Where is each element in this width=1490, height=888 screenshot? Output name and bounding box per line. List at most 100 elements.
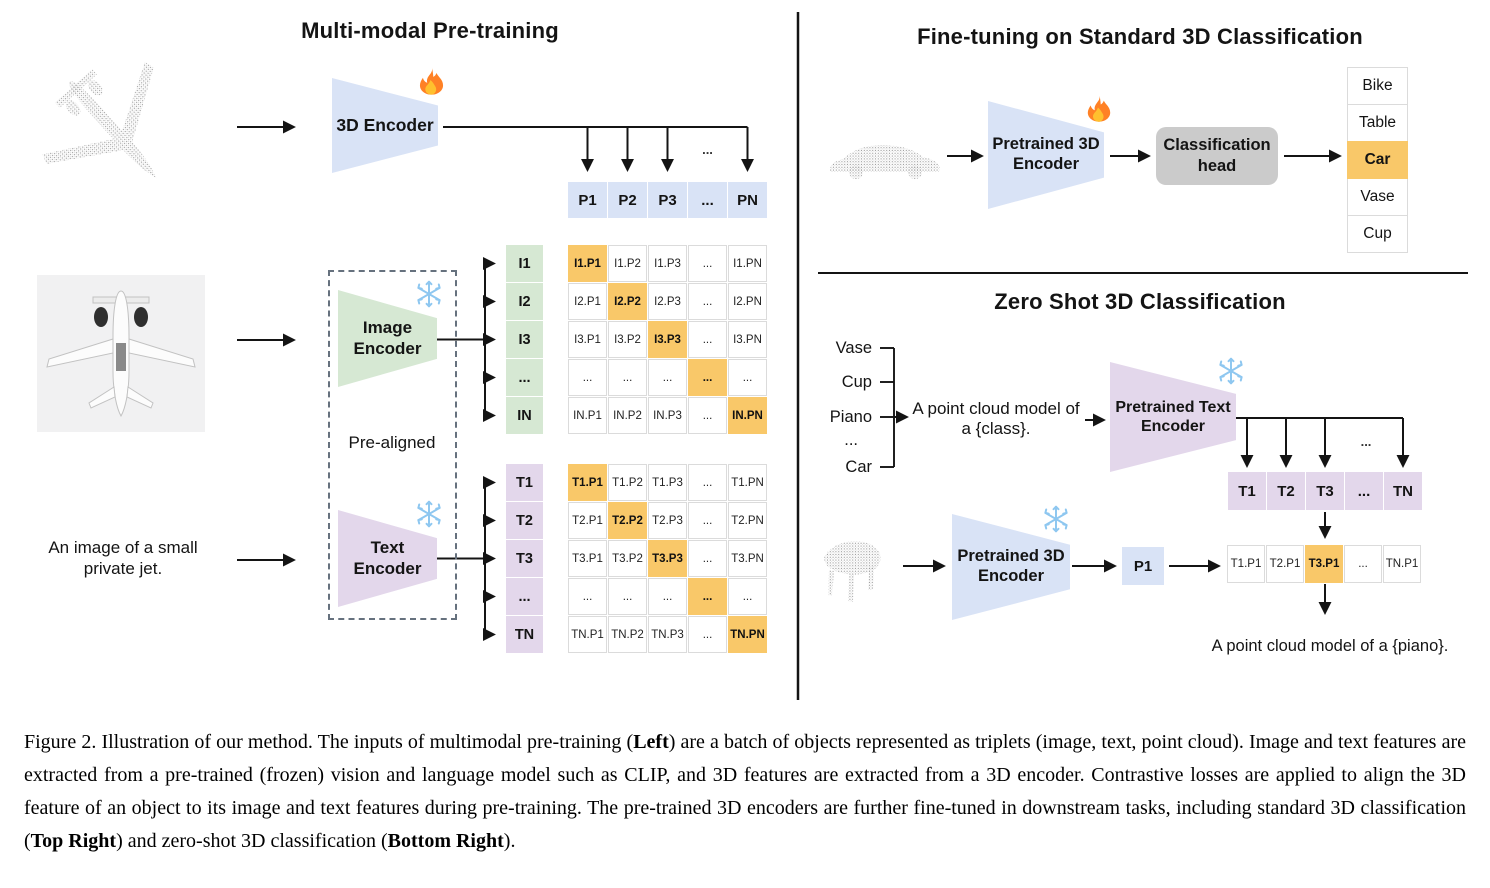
matrix-cell: ... <box>688 540 727 577</box>
matrix-cell: TN.PN <box>728 616 767 653</box>
car-point-cloud <box>830 145 940 179</box>
t-row-ellipsis: ... <box>1360 434 1372 449</box>
pretrained-text-encoder-label: Pretrained Text Encoder <box>1115 398 1231 435</box>
matrix-cell: ... <box>688 464 727 501</box>
class-item: Car <box>1347 141 1408 179</box>
piano-point-cloud <box>824 541 881 602</box>
similarity-cell: T1.P1 <box>1227 545 1265 583</box>
class-item: Bike <box>1347 67 1408 105</box>
p-row: P1 P2 P3... PN <box>568 182 767 218</box>
p-cell: P2 <box>608 182 647 218</box>
prompt-template: A point cloud model of a {class}. <box>912 399 1080 438</box>
image-row-label: I3 <box>506 321 543 358</box>
similarity-cell: T2.P1 <box>1266 545 1304 583</box>
text-row-label: T1 <box>506 464 543 501</box>
p1-feature-cell: P1 <box>1122 547 1164 585</box>
p-cell: P1 <box>568 182 607 218</box>
similarity-row: T1.P1 T2.P1 T3.P1... TN.P1 <box>1227 545 1421 583</box>
text-input-caption: An image of a small private jet. <box>48 538 198 578</box>
matrix-cell: ... <box>688 283 727 320</box>
caption-segment: Top Right <box>30 830 117 852</box>
caption-segment: ) are a batch of objects represented as … <box>24 731 1466 852</box>
caption-segment: Bottom Right <box>387 830 504 852</box>
text-encoder-label: Text Encoder <box>353 538 422 578</box>
zeroshot-class-item: Car <box>845 458 872 476</box>
t-cell: T3 <box>1306 472 1344 510</box>
pre-aligned-box <box>328 270 457 620</box>
caption-segment: Figure 2. Illustration of our method. Th… <box>24 731 634 753</box>
class-item: Table <box>1347 104 1408 142</box>
pre-aligned-label: Pre-aligned <box>348 433 436 452</box>
matrix-cell: I3.P1 <box>568 321 607 358</box>
caption-segment: Left <box>633 731 669 753</box>
matrix-cell: IN.P3 <box>648 397 687 434</box>
caption-segment: ) and zero-shot 3D classification ( <box>116 830 388 852</box>
image-row-label: I1 <box>506 245 543 282</box>
class-item: Vase <box>1347 178 1408 216</box>
fire-icon <box>415 64 448 97</box>
matrix-cell: TN.P2 <box>608 616 647 653</box>
image-row-label: I2 <box>506 283 543 320</box>
matrix-cell: TN.P1 <box>568 616 607 653</box>
matrix-cell: ... <box>688 578 727 615</box>
matrix-cell: ... <box>688 245 727 282</box>
similarity-cell: TN.P1 <box>1383 545 1421 583</box>
figure-caption: Figure 2. Illustration of our method. Th… <box>24 726 1466 858</box>
matrix-cell: T2.PN <box>728 502 767 539</box>
finetuning-title: Fine-tuning on Standard 3D Classificatio… <box>917 24 1363 49</box>
matrix-cell: TN.P3 <box>648 616 687 653</box>
matrix-cell: ... <box>688 397 727 434</box>
t-cell: TN <box>1384 472 1422 510</box>
p-row-ellipsis: ... <box>702 142 713 157</box>
class-list: Bike Table Car Vase Cup <box>1347 67 1408 253</box>
text-row-label: TN <box>506 616 543 653</box>
t-cell: ... <box>1345 472 1383 510</box>
matrix-cell: T1.P1 <box>568 464 607 501</box>
matrix-cell: T1.P3 <box>648 464 687 501</box>
matrix-cell: ... <box>648 359 687 396</box>
matrix-cell: T1.P2 <box>608 464 647 501</box>
matrix-cell: ... <box>568 578 607 615</box>
zeroshot-class-item: Vase <box>835 339 872 357</box>
matrix-cell: I2.P3 <box>648 283 687 320</box>
zeroshot-class-list: Vase Cup Piano... Car <box>798 337 874 478</box>
caption-segment: ). <box>503 830 516 852</box>
matrix-cell: ... <box>608 359 647 396</box>
jet-image <box>37 275 205 432</box>
zeroshot-title: Zero Shot 3D Classification <box>994 289 1286 314</box>
class-item: Cup <box>1347 215 1408 253</box>
similarity-cell: ... <box>1344 545 1382 583</box>
matrix-cell: T3.PN <box>728 540 767 577</box>
p-cell: ... <box>688 182 727 218</box>
matrix-cell: I1.P2 <box>608 245 647 282</box>
t-cell: T2 <box>1267 472 1305 510</box>
matrix-cell: I3.PN <box>728 321 767 358</box>
3d-encoder-label: 3D Encoder <box>336 115 434 135</box>
text-row-label: ... <box>506 578 543 615</box>
matrix-cell: ... <box>688 321 727 358</box>
classification-head: Classification head <box>1156 127 1278 185</box>
fire-icon <box>1083 92 1115 124</box>
matrix-cell: ... <box>608 578 647 615</box>
matrix-cell: ... <box>688 359 727 396</box>
text-similarity-matrix: T1.P1 T1.P2 T1.P3... T1.PN T2.P1 T2.P2 T2.P3..… <box>568 464 767 653</box>
p-cell: P3 <box>648 182 687 218</box>
snowflake-icon <box>1042 505 1070 533</box>
pretrained-3d-encoder-ft-label: Pretrained 3D Encoder <box>992 135 1100 173</box>
matrix-cell: I2.P1 <box>568 283 607 320</box>
airplane-point-cloud <box>42 62 157 179</box>
matrix-cell: I1.P1 <box>568 245 607 282</box>
zeroshot-class-item: ... <box>844 431 858 449</box>
matrix-cell: I2.P2 <box>608 283 647 320</box>
matrix-cell: ... <box>728 578 767 615</box>
image-similarity-matrix: I1.P1 I1.P2 I1.P3... I1.PN I2.P1 I2.P2 I2.P3..… <box>568 245 767 434</box>
matrix-cell: I3.P3 <box>648 321 687 358</box>
snowflake-icon <box>1217 357 1245 385</box>
matrix-cell: ... <box>688 616 727 653</box>
classification-head-label: Classification head <box>1163 136 1271 175</box>
t-feature-row: T1 T2 T3... TN <box>1228 472 1422 510</box>
matrix-cell: T3.P3 <box>648 540 687 577</box>
matrix-cell: T2.P2 <box>608 502 647 539</box>
text-row-label: T2 <box>506 502 543 539</box>
